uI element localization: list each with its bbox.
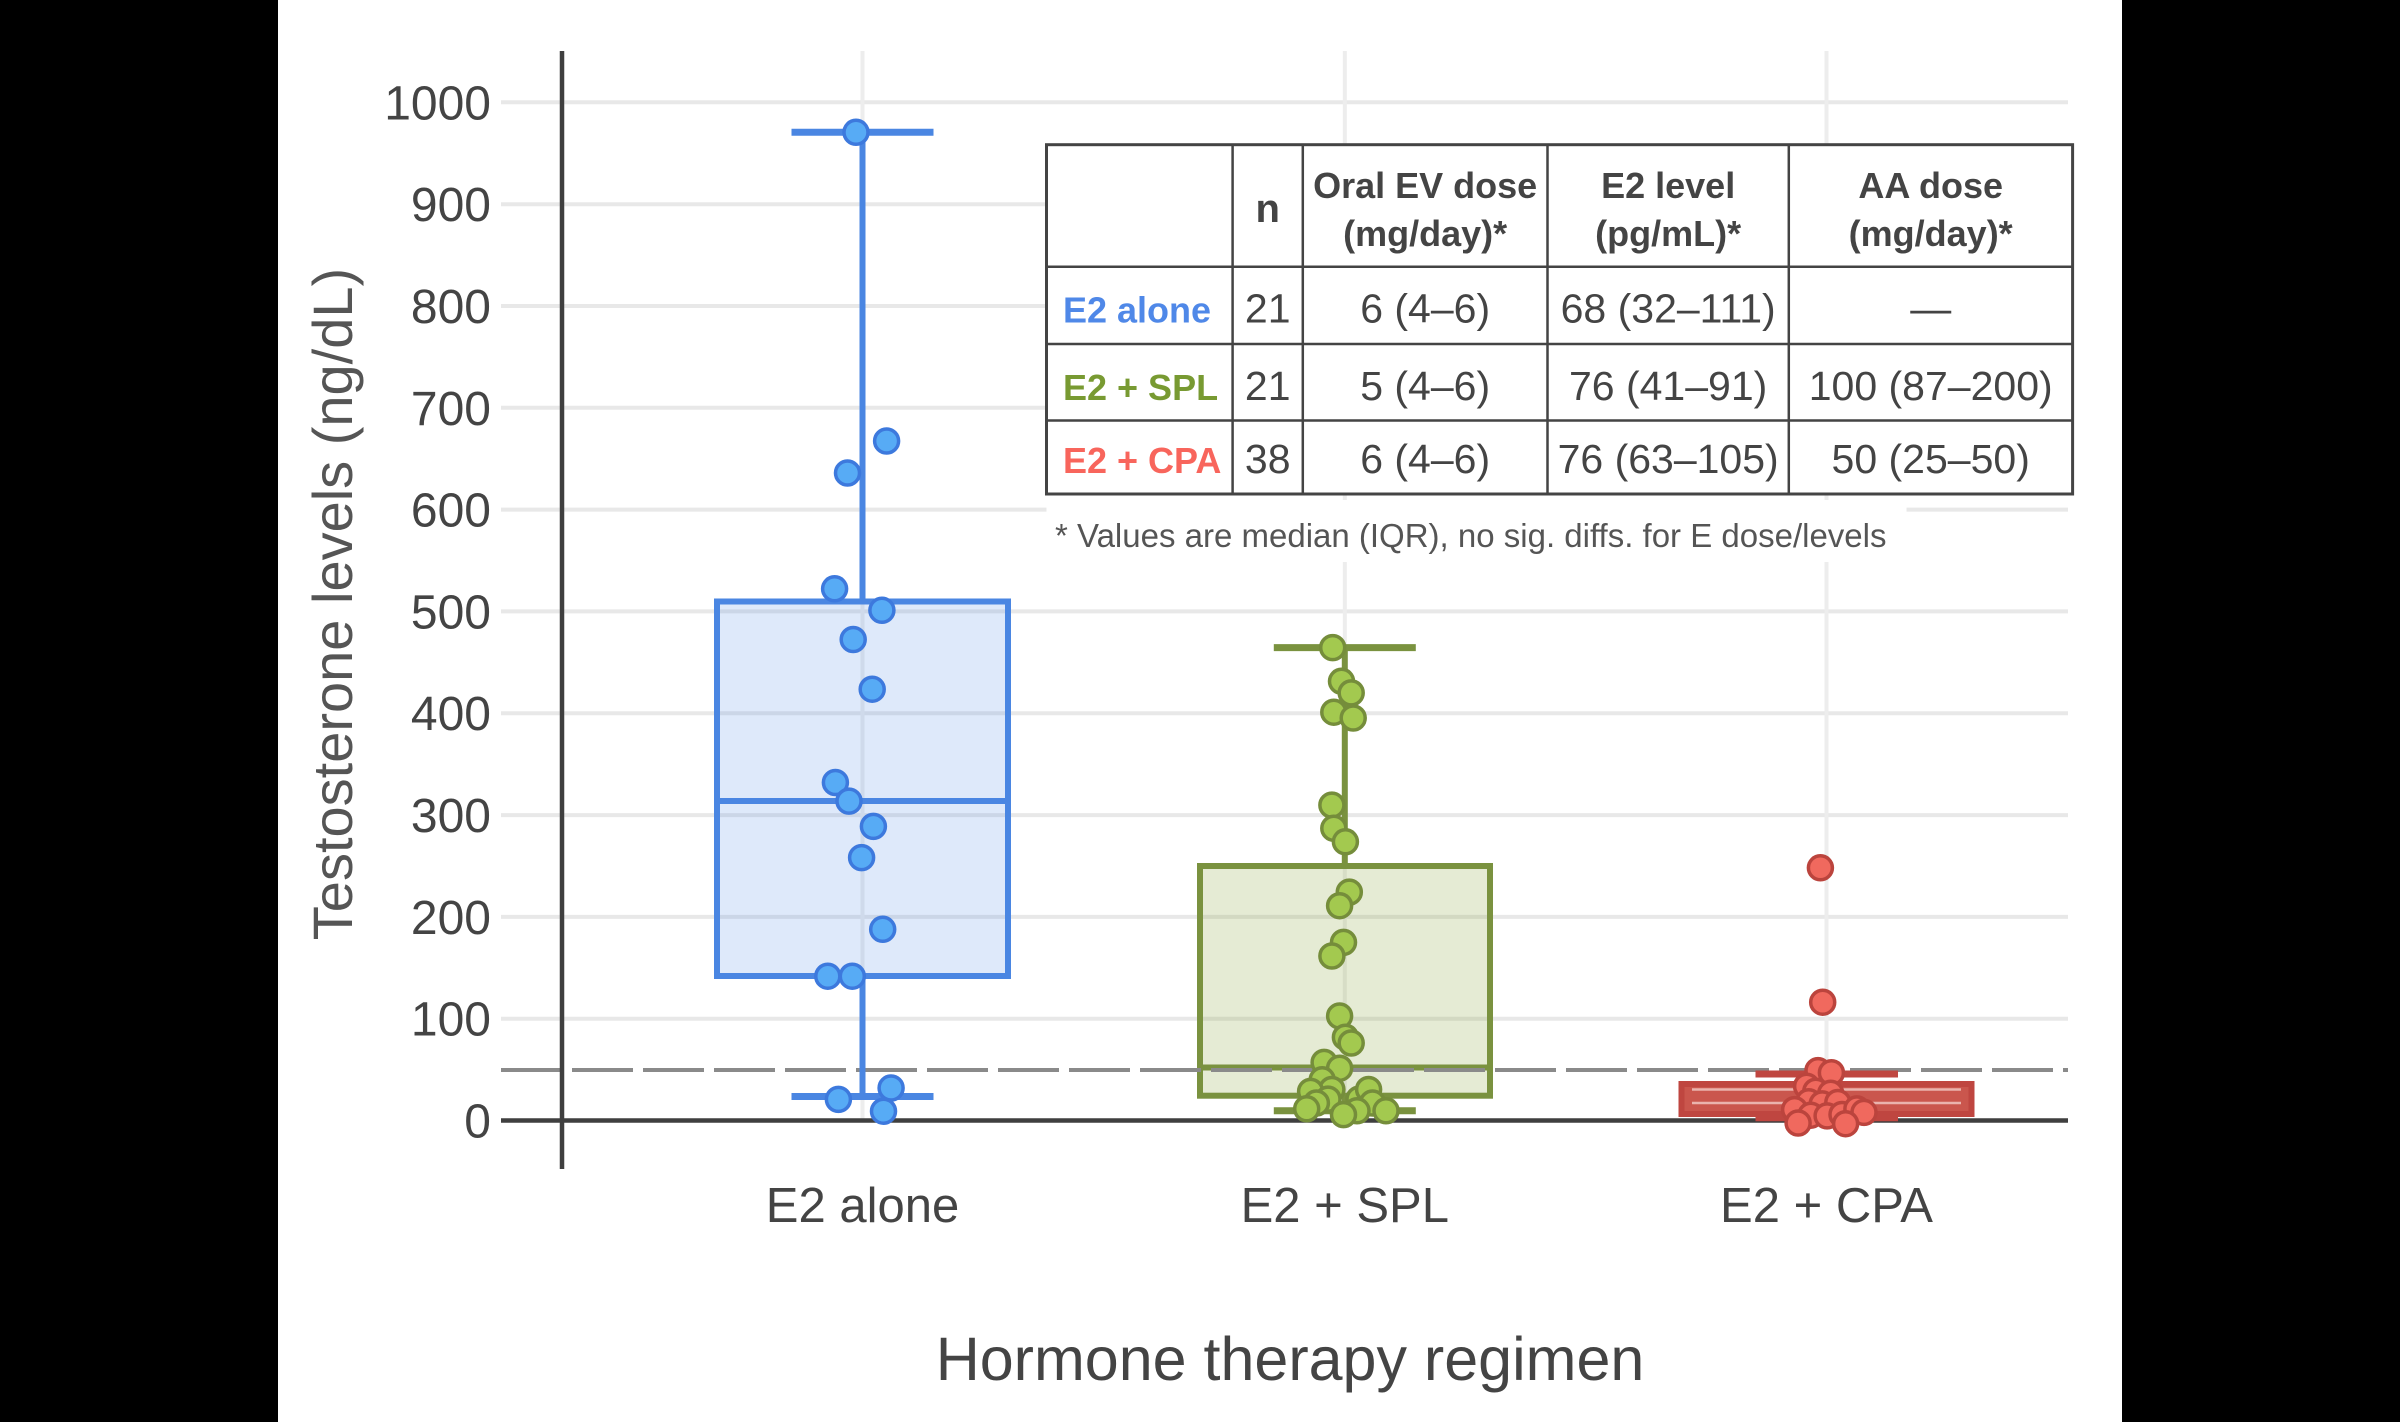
svg-text:Testosterone levels (ng/dL): Testosterone levels (ng/dL) <box>301 268 364 940</box>
svg-text:E2 alone: E2 alone <box>766 1179 959 1233</box>
svg-text:500: 500 <box>411 586 491 639</box>
svg-text:100: 100 <box>411 994 491 1047</box>
svg-text:21: 21 <box>1245 286 1291 332</box>
svg-text:—: — <box>1910 286 1951 332</box>
svg-text:Oral EV dose: Oral EV dose <box>1313 165 1537 206</box>
svg-text:Hormone therapy regimen: Hormone therapy regimen <box>936 1325 1645 1393</box>
svg-text:E2 + CPA: E2 + CPA <box>1063 440 1221 481</box>
svg-text:E2 level: E2 level <box>1601 165 1735 206</box>
svg-text:600: 600 <box>411 485 491 538</box>
svg-text:E2 + SPL: E2 + SPL <box>1063 367 1218 408</box>
svg-text:800: 800 <box>411 281 491 334</box>
svg-text:E2 + CPA: E2 + CPA <box>1720 1179 1933 1233</box>
svg-text:21: 21 <box>1245 363 1291 409</box>
svg-text:76 (41–91): 76 (41–91) <box>1569 363 1767 409</box>
svg-text:200: 200 <box>411 892 491 945</box>
svg-text:6 (4–6): 6 (4–6) <box>1360 436 1490 482</box>
svg-text:(pg/mL)*: (pg/mL)* <box>1595 213 1741 254</box>
svg-text:0: 0 <box>464 1096 491 1149</box>
svg-text:n: n <box>1255 187 1279 231</box>
svg-text:(mg/day)*: (mg/day)* <box>1849 213 2013 254</box>
svg-text:6 (4–6): 6 (4–6) <box>1360 286 1490 332</box>
svg-text:AA dose: AA dose <box>1858 165 2003 206</box>
svg-text:E2 + SPL: E2 + SPL <box>1241 1179 1449 1233</box>
svg-text:300: 300 <box>411 790 491 843</box>
svg-text:1000: 1000 <box>384 77 491 130</box>
svg-text:E2 alone: E2 alone <box>1063 290 1211 331</box>
svg-text:68 (32–111): 68 (32–111) <box>1561 286 1776 332</box>
svg-text:50 (25–50): 50 (25–50) <box>1832 436 2030 482</box>
svg-text:38: 38 <box>1245 436 1291 482</box>
svg-text:700: 700 <box>411 383 491 436</box>
svg-text:400: 400 <box>411 688 491 741</box>
svg-text:5 (4–6): 5 (4–6) <box>1360 363 1490 409</box>
svg-text:* Values are median (IQR), no: * Values are median (IQR), no sig. diffs… <box>1055 517 1887 554</box>
svg-text:76 (63–105): 76 (63–105) <box>1558 436 1779 482</box>
svg-text:(mg/day)*: (mg/day)* <box>1343 213 1507 254</box>
svg-text:900: 900 <box>411 179 491 232</box>
svg-text:100 (87–200): 100 (87–200) <box>1809 363 2053 409</box>
